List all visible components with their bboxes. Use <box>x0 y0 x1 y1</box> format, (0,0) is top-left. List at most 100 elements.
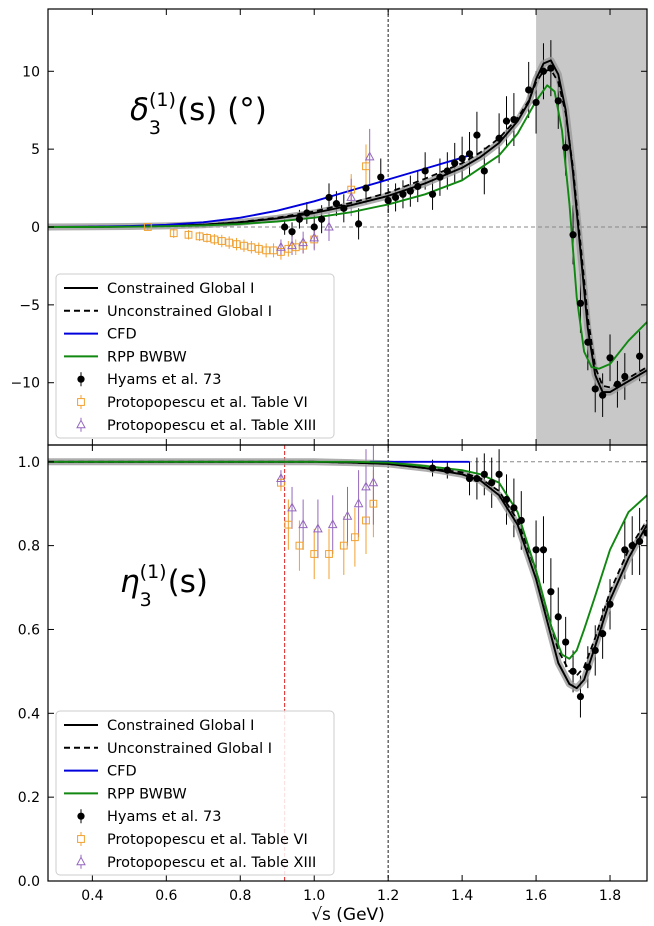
data-point <box>606 354 614 362</box>
plot-frame <box>47 444 648 882</box>
legend-box <box>55 273 335 439</box>
data-point <box>532 546 540 554</box>
y-tick-label: 0.0 <box>18 874 40 890</box>
markers-2 <box>276 151 375 251</box>
x-tick-label: 1.0 <box>303 888 325 904</box>
panel-label: η(1) 3 (s) <box>120 561 208 611</box>
legend-label: Hyams et al. 73 <box>107 809 221 825</box>
data-point <box>313 523 323 533</box>
plot-area <box>48 445 647 881</box>
x-tick-label: 0.4 <box>81 888 103 904</box>
y-tick-label: 0.8 <box>18 539 40 555</box>
data-point <box>195 232 204 241</box>
data-point <box>584 663 592 671</box>
data-point <box>254 244 263 253</box>
data-point <box>364 151 375 161</box>
data-point <box>327 519 338 529</box>
data-point <box>458 154 466 163</box>
data-point <box>281 223 289 231</box>
x-tick-label: 1.2 <box>377 888 399 904</box>
legend-label: Unconstrained Global I <box>107 304 272 320</box>
points-1 <box>147 144 367 260</box>
legend-marker <box>77 398 85 406</box>
panel-eta: 0.4 0.6 0.8 1.0 1.2 1.4 1.6 1.8 0.0 0.2 0.4 0.6 0.8 1… <box>18 444 648 904</box>
data-point <box>562 143 570 152</box>
data-point <box>502 117 511 125</box>
data-point <box>324 221 334 231</box>
data-point <box>599 391 607 399</box>
data-point <box>554 97 562 105</box>
y-tick-label: −5 <box>19 298 40 314</box>
legend-box <box>55 710 335 876</box>
legend-label: Constrained Global I <box>107 718 254 734</box>
y-tick-label: 0.6 <box>18 622 40 638</box>
data-point <box>576 299 585 307</box>
series-line <box>48 84 647 370</box>
data-point <box>332 200 341 208</box>
data-point <box>369 499 378 508</box>
data-point <box>539 546 548 554</box>
data-point <box>350 533 359 542</box>
data-point <box>495 134 503 142</box>
data-point <box>354 220 363 228</box>
legend-label: RPP BWBW <box>107 349 187 365</box>
data-point <box>606 600 614 608</box>
plot-area <box>48 9 647 445</box>
panel-label-subscript: 3 <box>140 589 152 611</box>
data-point <box>525 86 533 94</box>
data-point <box>346 191 357 201</box>
panel-label-symbol: δ <box>130 92 149 128</box>
data-point <box>569 667 577 675</box>
data-point <box>362 516 370 525</box>
data-point <box>599 630 607 638</box>
points-2 <box>280 128 371 256</box>
data-point <box>339 541 348 550</box>
data-point <box>621 372 629 381</box>
data-point <box>465 150 474 158</box>
y-tick-label: 10 <box>22 64 40 80</box>
x-axis-label: √s (GeV) <box>311 905 385 925</box>
panel-label-tail: (s) <box>168 564 208 600</box>
data-point <box>480 470 488 478</box>
data-point <box>421 167 429 175</box>
markers-0 <box>281 64 644 399</box>
data-point <box>240 241 248 250</box>
data-point <box>488 479 496 487</box>
data-point <box>377 173 385 181</box>
data-point <box>443 167 451 175</box>
panel-label-superscript: (1) <box>140 561 167 583</box>
x-tick-label: 1.4 <box>451 888 473 904</box>
data-point <box>303 209 311 217</box>
x-tick-label: 0.6 <box>155 888 177 904</box>
legend: Constrained Global I Unconstrained Global… <box>55 273 335 439</box>
legend-label: CFD <box>107 764 137 780</box>
data-point <box>473 131 481 139</box>
data-point <box>510 115 518 124</box>
data-point <box>428 464 437 472</box>
legend-label: Constrained Global I <box>107 281 254 297</box>
data-point <box>643 529 647 537</box>
data-point <box>539 67 548 75</box>
data-point <box>591 646 599 655</box>
panel-label-subscript: 3 <box>149 117 161 139</box>
data-point <box>277 248 285 256</box>
data-point <box>613 380 622 388</box>
data-point <box>287 240 297 250</box>
data-point <box>495 470 503 478</box>
data-point <box>362 162 370 171</box>
legend-label: Unconstrained Global I <box>107 741 272 757</box>
points-1 <box>280 470 374 580</box>
data-point <box>277 478 285 487</box>
data-point <box>169 229 178 238</box>
series-line <box>48 68 647 389</box>
data-point <box>554 613 562 621</box>
legend-marker <box>77 375 85 383</box>
data-point <box>443 466 451 474</box>
legend-label: Protopopescu et al. Table XIII <box>107 855 316 871</box>
series-line <box>48 460 647 660</box>
data-point <box>342 510 353 520</box>
data-point <box>295 215 304 223</box>
panel-label: δ(1) 3 (s) (°) <box>130 89 267 139</box>
legend: Constrained Global I Unconstrained Global… <box>55 710 335 876</box>
